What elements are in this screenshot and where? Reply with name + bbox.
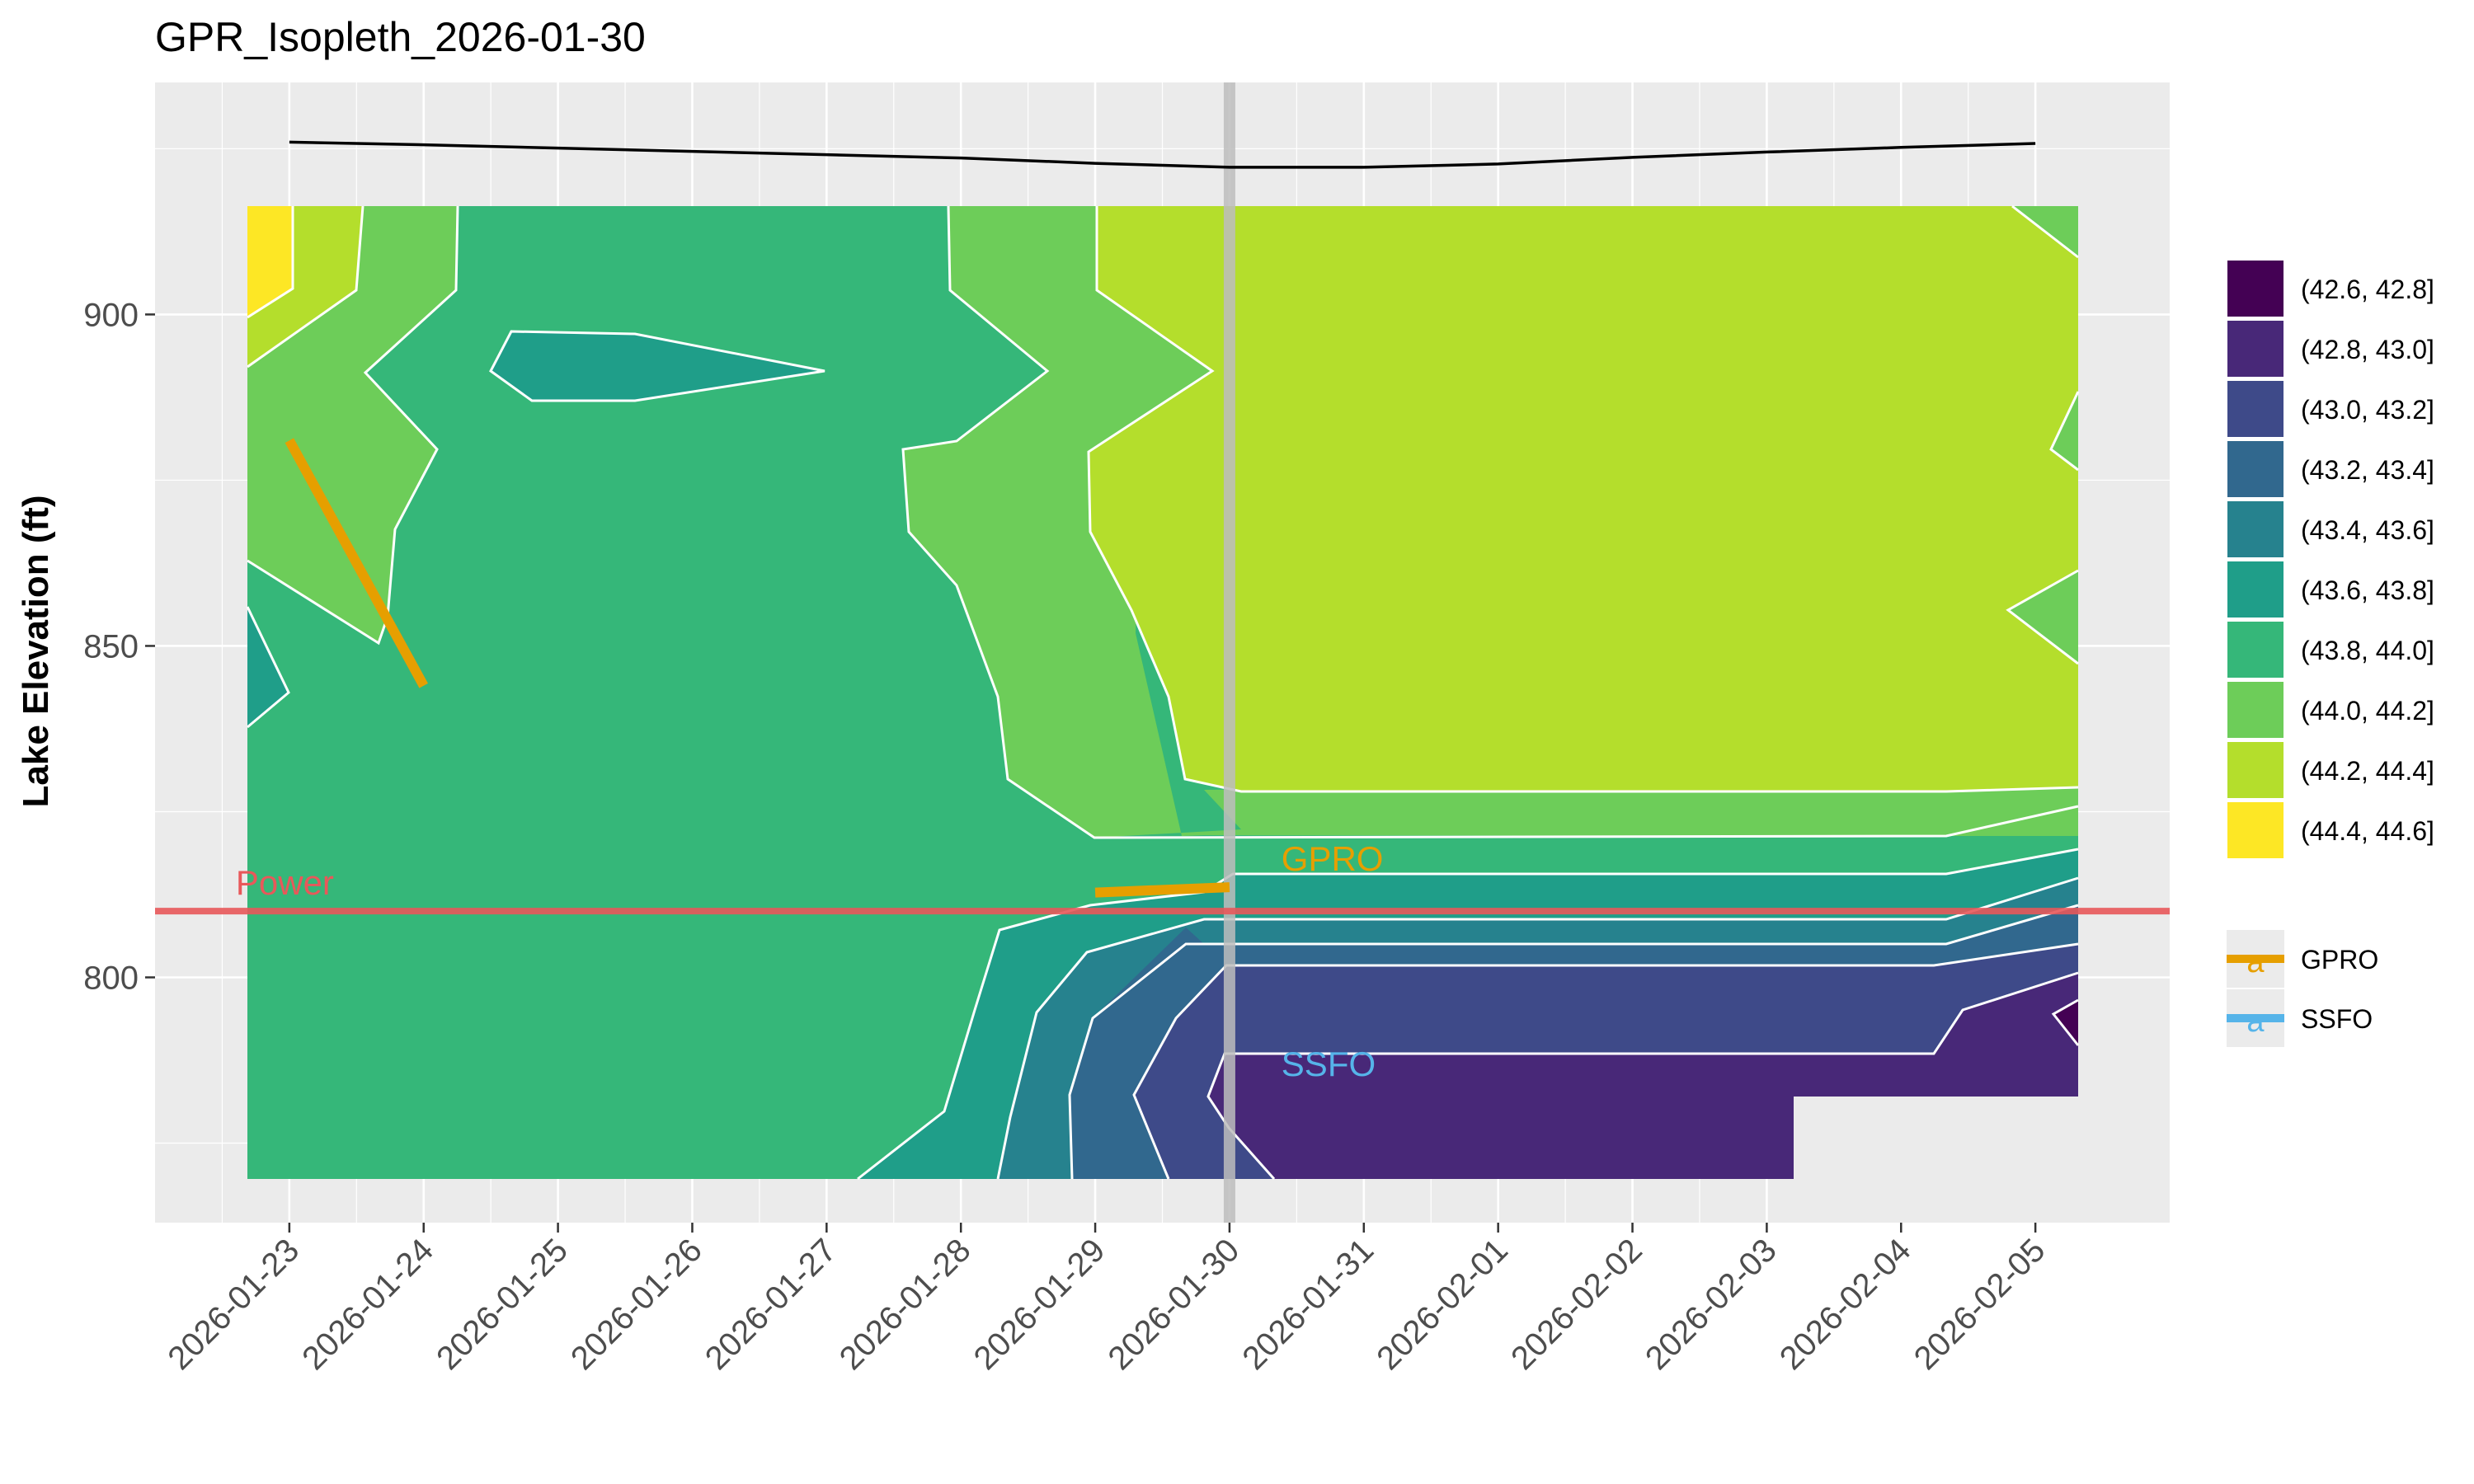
legend-label: (43.0, 43.2] [2301,395,2434,425]
lake-surface-line [289,140,2036,169]
contour-region-bin6 [247,607,289,727]
x-tick-label: 2026-01-28 [833,1232,978,1377]
contour-region-bin10 [247,206,293,317]
legend-key-fill [2226,319,2285,378]
legend-label: GPRO [2301,945,2378,974]
legend-key-fill [2226,801,2285,860]
x-tick-label: 2026-01-31 [1235,1232,1380,1377]
legend-key-fill [2226,560,2285,619]
x-tick-label: 2026-01-23 [161,1232,306,1377]
legend-label: SSFO [2301,1004,2373,1034]
contour-region-bin8 [903,206,2078,838]
legend-key-fill [2226,259,2285,318]
x-tick-label: 2026-02-05 [1907,1232,2053,1377]
x-tick-label: 2026-02-03 [1639,1232,1784,1377]
contour-fill-layer [247,206,2170,1223]
legend-key-fill [2226,379,2285,439]
y-tick-label: 800 [83,960,139,996]
legend-label: (43.6, 43.8] [2301,575,2434,605]
legend-label: (44.2, 44.4] [2301,756,2434,786]
legend-label: (44.4, 44.6] [2301,816,2434,846]
y-axis: 800 850 900 [83,297,155,996]
legend-label: (42.6, 42.8] [2301,275,2434,304]
x-tick-label: 2026-01-25 [430,1232,575,1377]
x-axis: 2026-01-232026-01-242026-01-252026-01-26… [161,1223,2052,1377]
series-line-gpro [285,438,428,688]
contour-region-bin9 [1089,206,2078,791]
legend-key-glyph: a [2246,1004,2265,1039]
contour-region-bin9 [247,206,363,367]
annotation-gpro: GPRO [1282,839,1384,878]
x-tick-label: 2026-02-04 [1773,1232,1918,1377]
contour-region-bin8 [247,206,458,643]
legend-key-fill [2226,740,2285,800]
overlay-layer: Power [155,82,2170,1223]
legend-key-glyph: a [2246,945,2265,979]
legend: (42.6, 42.8] (42.8, 43.0] (43.0, 43.2] (43.… [2226,259,2434,1047]
y-tick-label: 850 [83,628,139,665]
y-tick-label: 900 [83,297,139,333]
x-tick-label: 2026-01-24 [295,1232,440,1377]
y-axis-label: Lake Elevation (ft) [16,495,56,808]
x-tick-label: 2026-01-29 [967,1232,1112,1377]
contour-region-bin2 [1208,973,2078,1179]
legend-key-fill [2226,620,2285,679]
legend-label: (43.8, 44.0] [2301,636,2434,665]
legend-label: (44.0, 44.2] [2301,696,2434,726]
x-tick-label: 2026-01-30 [1102,1232,1247,1377]
x-tick-label: 2026-01-26 [564,1232,709,1377]
series-line-gpro [1094,882,1230,898]
annotation-ssfo: SSFO [1282,1045,1376,1083]
legend-label: (42.8, 43.0] [2301,335,2434,364]
legend-key-fill [2226,680,2285,740]
x-tick-label: 2026-02-01 [1370,1232,1515,1377]
legend-label: (43.4, 43.6] [2301,515,2434,545]
x-tick-label: 2026-02-02 [1504,1232,1649,1377]
legend-key-fill [2226,439,2285,499]
legend-key-fill [2226,500,2285,559]
chart-title: GPR_Isopleth_2026-01-30 [155,14,646,60]
x-tick-label: 2026-01-27 [698,1232,844,1377]
power-label: Power [236,863,334,902]
contour-region-bin8 [2051,392,2078,470]
legend-label: (43.2, 43.4] [2301,455,2434,485]
no-data-region [1794,1097,2170,1223]
contour-region-bin8 [2008,571,2078,664]
